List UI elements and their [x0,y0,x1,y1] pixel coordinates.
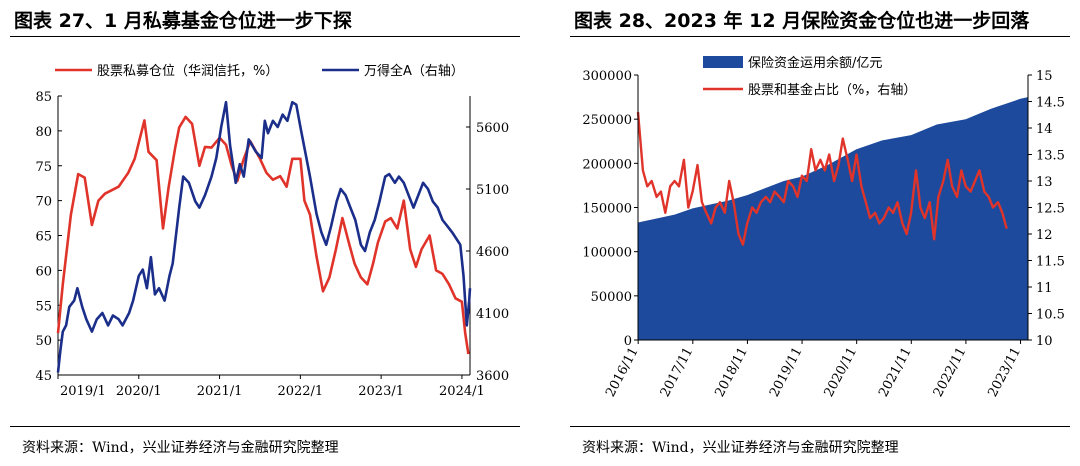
y-left-tick-label: 150000 [582,202,632,217]
y-left-tick-label: 65 [35,230,52,245]
y-right-tick-label: 4600 [476,245,509,260]
y-left-tick-label: 70 [35,195,52,210]
y-right-tick-label: 5100 [476,183,509,198]
chart-title: 图表 27、1 月私募基金仓位进一步下探 [14,10,352,32]
y-left-tick-label: 100000 [582,246,632,261]
legend-label: 万得全A（右轴） [364,63,464,79]
y-left-tick-label: 50000 [591,290,632,305]
y-left-tick-label: 55 [35,299,52,314]
series-line [56,100,472,373]
y-right-tick-label: 15 [1036,69,1053,84]
y-left-tick-label: 85 [35,90,52,105]
y-left-tick-label: 75 [35,160,52,175]
title-rule [570,36,1070,37]
y-left-tick-label: 0 [624,334,632,349]
title-rule [10,36,520,37]
x-tick-label: 2017/11 [658,345,697,400]
source-rule [10,426,520,427]
chart-28: 0 50000 100000 150000 200000 250000 300000 10 10… [582,55,1065,400]
x-tick-label: 2020/1 [116,384,162,399]
y-left-tick-label: 250000 [582,113,632,128]
legend-label: 保险资金运用余额/亿元 [748,55,882,71]
source-note: 资料来源：Wind，兴业证券经济与金融研究院整理 [22,440,339,456]
chart-panel-28: 图表 28、2023 年 12 月保险资金仓位也进一步回落 0 50000 1000… [560,0,1080,466]
legend-label: 股票和基金占比（%，右轴） [748,82,916,98]
y-left-tick-label: 50 [35,334,52,349]
y-left-tick-label: 300000 [582,69,632,84]
y-right-tick-label: 3600 [476,369,509,384]
y-left-tick-label: 45 [35,369,52,384]
x-tick-label: 2022/1 [277,384,323,399]
y-right-tick-label: 4100 [476,307,509,322]
x-tick-label: 2022/11 [931,345,970,400]
legend-swatch [703,56,743,68]
x-tick-label: 2018/11 [712,345,751,400]
series-line [636,111,1008,246]
y-right-tick-label: 13.5 [1036,149,1065,164]
x-tick-label: 2020/11 [822,345,861,400]
y-left-tick-label: 80 [35,125,52,140]
legend: 股票私募仓位（华润信托，%） 万得全A（右轴） [55,63,464,79]
series-line [56,115,470,355]
x-tick-label: 2021/1 [197,384,243,399]
legend-label: 股票私募仓位（华润信托，%） [97,64,278,79]
chart-title: 图表 28、2023 年 12 月保险资金仓位也进一步回落 [574,10,1030,32]
x-tick-label: 2024/1 [439,384,485,399]
y-right-tick-label: 14.5 [1036,96,1065,111]
series-area [638,97,1028,340]
y-right-tick-label: 12 [1036,228,1053,243]
x-tick-label: 2019/1 [60,384,106,399]
x-tick-label: 2019/11 [767,345,806,400]
x-tick-label: 2016/11 [603,345,642,400]
x-tick-label: 2021/11 [876,345,915,400]
y-left-tick-label: 60 [35,264,52,279]
chart-panel-27: 图表 27、1 月私募基金仓位进一步下探 45 50 55 60 65 70 75 80 85 3… [0,0,530,466]
source-rule [570,426,1070,427]
y-left-tick-label: 200000 [582,157,632,172]
y-right-tick-label: 13 [1036,175,1053,190]
y-right-tick-label: 12.5 [1036,202,1065,217]
x-tick-label: 2023/1 [358,384,404,399]
x-tick-label: 2023/11 [985,345,1024,400]
y-right-tick-label: 10.5 [1036,308,1065,323]
y-right-tick-label: 5600 [476,121,509,136]
source-note: 资料来源：Wind，兴业证券经济与金融研究院整理 [582,440,899,456]
y-right-tick-label: 11.5 [1036,255,1065,270]
y-right-tick-label: 14 [1036,122,1053,137]
y-right-tick-label: 11 [1036,281,1053,296]
chart-27: 45 50 55 60 65 70 75 80 85 3600 4100 4600 5100 5600 20… [35,63,509,399]
y-right-tick-label: 10 [1036,334,1053,349]
